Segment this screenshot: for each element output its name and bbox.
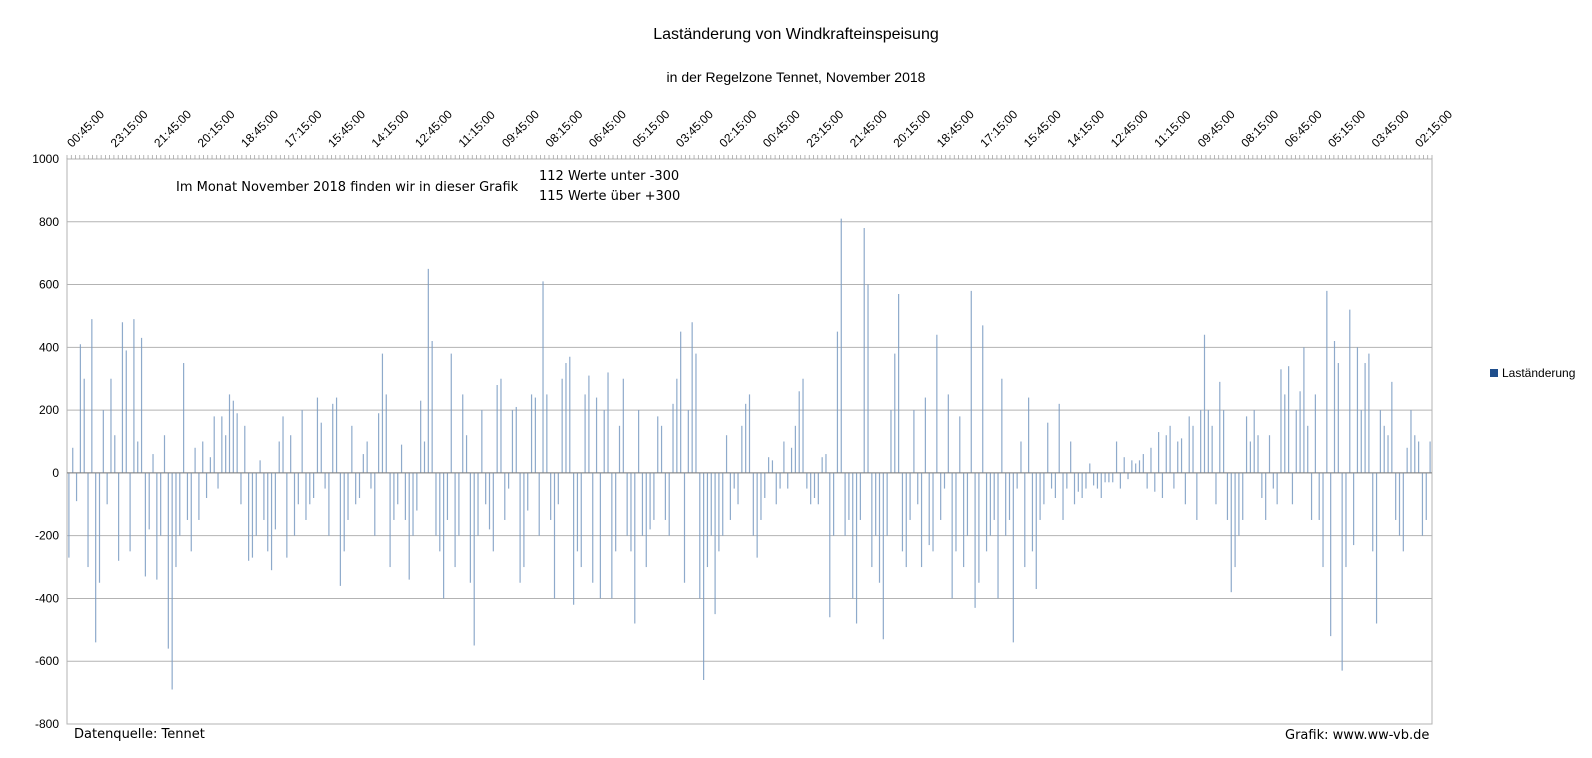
y-tick-label: 600 [39,278,59,292]
x-tick-label: 11:15:00 [456,108,499,151]
footer-credit: Grafik: www.ww-vb.de [1285,728,1430,743]
x-tick-label: 00:45:00 [64,107,107,150]
legend-label: Laständerung [1502,366,1576,380]
x-tick-label: 20:15:00 [890,107,933,150]
x-tick-label: 20:15:00 [195,107,238,150]
x-tick-label: 12:45:00 [412,107,455,150]
x-tick-label: 09:45:00 [499,107,542,150]
x-tick-label: 06:45:00 [1282,107,1325,150]
chart-title: Laständerung von Windkrafteinspeisung [653,26,939,43]
axes-layer: -800 -600 -400 -200 0 200 400 600 800 1000 00:45:0… [32,107,1455,731]
x-tick-label: 11:15:00 [1151,108,1194,151]
chart-subtitle: in der Regelzone Tennet, November 2018 [666,69,926,85]
x-tick-label: 09:45:00 [1195,107,1238,150]
footer-source: Datenquelle: Tennet [74,727,205,742]
y-tick-label: -200 [35,529,59,543]
bars-layer [68,218,1431,690]
x-tick-label: 15:45:00 [1021,107,1064,150]
annotation-month: Im Monat November 2018 finden wir in die… [176,180,519,195]
x-tick-label: 17:15:00 [282,107,325,150]
x-tick-label: 23:15:00 [803,107,846,150]
legend: Laständerung [1490,366,1575,380]
annotation-above: 115 Werte über +300 [539,189,681,204]
x-tick-label: 21:45:00 [151,107,194,150]
x-tick-label: 14:15:00 [369,107,412,150]
x-tick-label: 15:45:00 [325,107,368,150]
x-tick-label: 06:45:00 [586,107,629,150]
y-tick-label: -800 [35,717,59,731]
x-tick-label: 05:15:00 [630,107,673,150]
y-tick-label: 1000 [32,152,59,166]
x-tick-label: 05:15:00 [1325,107,1368,150]
x-tick-label: 14:15:00 [1064,107,1107,150]
x-tick-label: 02:15:00 [1412,107,1455,150]
x-tick-label: 02:15:00 [716,107,759,150]
x-tick-label: 08:15:00 [543,107,586,150]
y-tick-label: 0 [52,466,59,480]
x-tick-label: 21:45:00 [847,107,890,150]
x-tick-label: 08:15:00 [1238,107,1281,150]
x-tick-label: 23:15:00 [108,107,151,150]
annotation-below: 112 Werte unter -300 [539,169,680,184]
x-tick-label: 03:45:00 [1369,107,1412,150]
y-tick-label: 400 [39,340,59,354]
x-tick-label: 18:45:00 [934,107,977,150]
y-tick-label: 800 [39,215,59,229]
x-tick-label: 17:15:00 [977,107,1020,150]
legend-swatch [1490,369,1498,377]
y-tick-label: -400 [35,591,59,605]
y-tick-label: -600 [35,654,59,668]
x-tick-label: 18:45:00 [238,107,281,150]
x-tick-label: 00:45:00 [760,107,803,150]
x-tick-label: 12:45:00 [1108,107,1151,150]
x-tick-label: 03:45:00 [673,107,716,150]
y-tick-label: 200 [39,403,59,417]
